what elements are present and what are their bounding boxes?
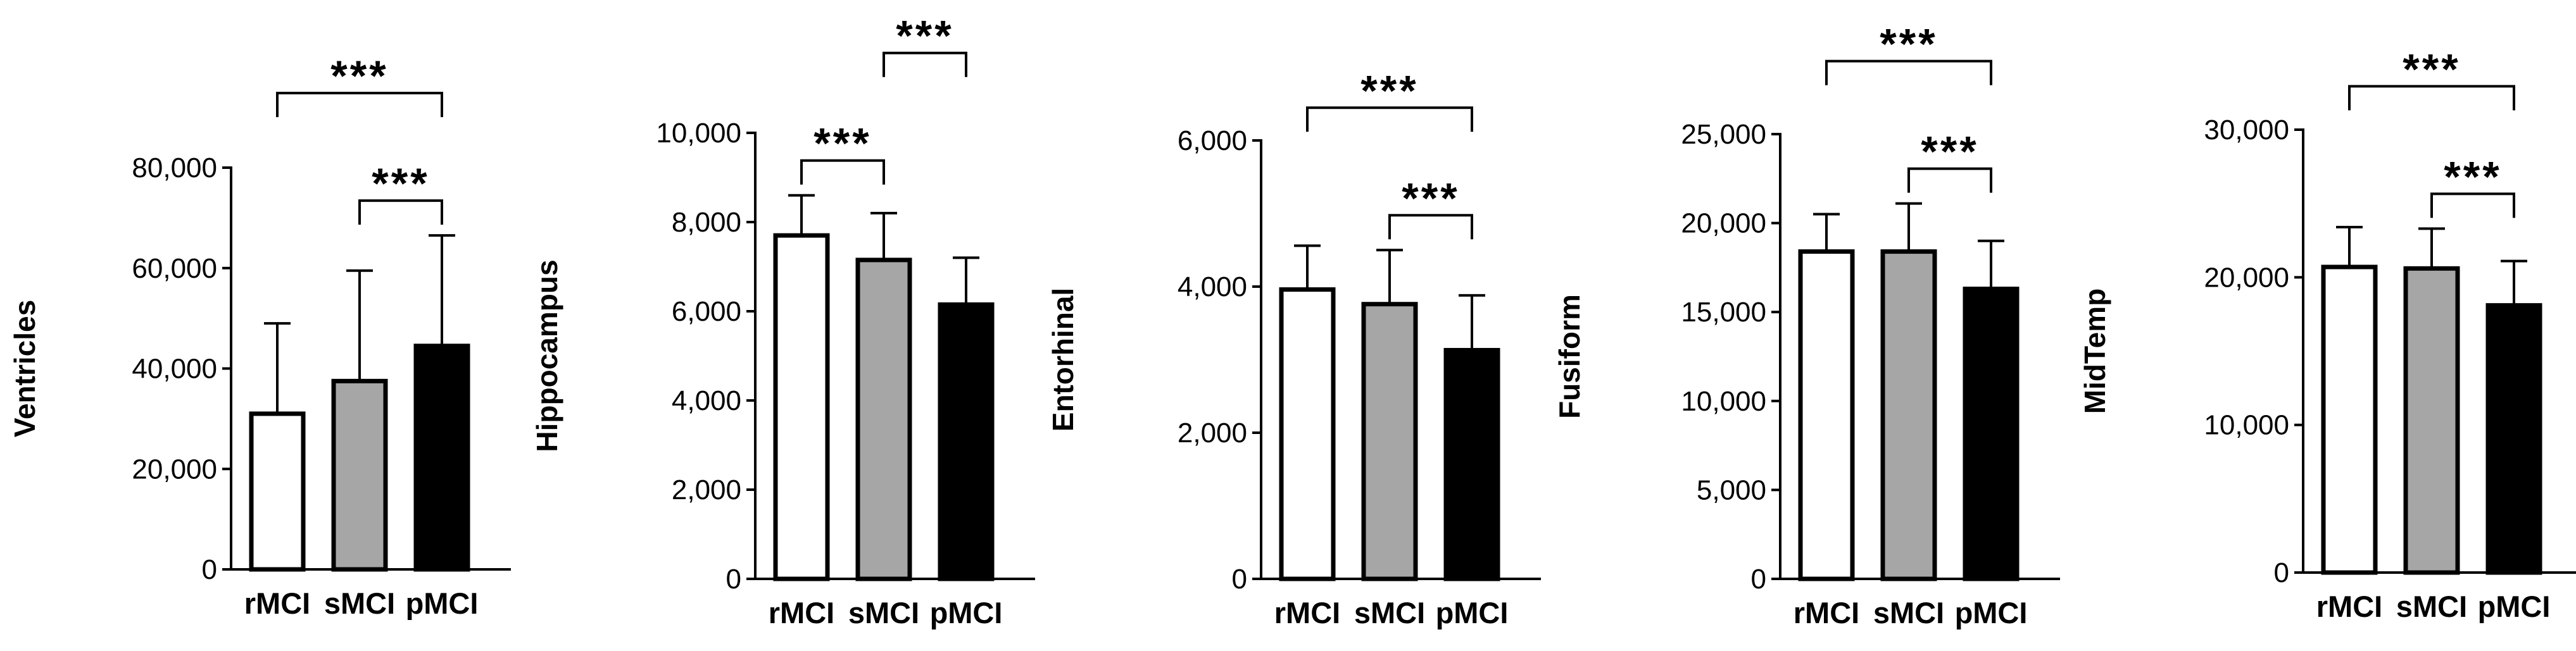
x-tick-label: pMCI: [406, 586, 479, 620]
x-tick-label: pMCI: [1436, 596, 1509, 629]
y-tick-label: 0: [202, 554, 217, 585]
x-tick-label: rMCI: [1274, 596, 1340, 629]
y-tick-label: 10,000: [656, 118, 741, 149]
y-tick-label: 10,000: [2204, 410, 2289, 441]
y-tick-label: 60,000: [132, 253, 217, 284]
bar-sMCI: [2403, 266, 2460, 575]
bar-rMCI: [1279, 287, 1336, 581]
y-tick-label: 6,000: [1178, 125, 1247, 156]
significance-bracket: [1306, 106, 1473, 132]
significance-label: ***: [1360, 66, 1418, 115]
x-tick-label: rMCI: [244, 586, 310, 620]
bar-pMCI: [2485, 303, 2542, 575]
chart-panel-2: Hippocampus 0 2,000 4,000 6,000 8,000 10,000 rM…: [531, 12, 1035, 629]
y-axis-label: Hippocampus: [531, 259, 563, 452]
y-axis-label: Fusiform: [1553, 294, 1586, 419]
y-tick-label: 15,000: [1681, 297, 1766, 328]
bar-rMCI: [1798, 249, 1855, 581]
y-tick-label: 4,000: [672, 385, 741, 416]
y-tick-label: 0: [2274, 557, 2289, 588]
x-tick-label: pMCI: [1955, 596, 2028, 629]
y-axis-label: Entorhinal: [1046, 288, 1079, 431]
x-tick-label: sMCI: [2396, 590, 2467, 623]
y-tick-label: 20,000: [132, 454, 217, 485]
bar-rMCI: [773, 233, 830, 581]
significance-label: ***: [2444, 152, 2501, 201]
y-tick-label: 25,000: [1681, 119, 1766, 150]
significance-bracket: [1388, 214, 1473, 240]
significance-bracket: [800, 159, 885, 185]
significance-label: ***: [1402, 174, 1459, 222]
y-tick-label: 0: [1751, 564, 1766, 595]
y-axis-label: Ventricles: [8, 300, 41, 437]
x-tick-label: pMCI: [2478, 590, 2551, 623]
x-tick-label: rMCI: [2316, 590, 2382, 623]
significance-bracket: [1825, 59, 1992, 85]
x-tick-label: sMCI: [1873, 596, 1944, 629]
y-tick-label: 20,000: [2204, 262, 2289, 293]
bar-rMCI: [249, 411, 306, 572]
chart-panel-5: MidTemp 0 10,000 20,000 30,000 rMCI sMCI pMCI **…: [2078, 45, 2576, 623]
x-tick-label: rMCI: [1794, 596, 1859, 629]
chart-panel-4: Fusiform 0 5,000 10,000 15,000 20,000 25,000 rM…: [1553, 20, 2060, 629]
bar-pMCI: [1443, 347, 1500, 581]
significance-bracket: [2430, 192, 2515, 218]
y-tick-label: 4,000: [1178, 271, 1247, 302]
y-tick-label: 6,000: [672, 296, 741, 327]
significance-label: ***: [1880, 20, 1937, 68]
y-tick-label: 0: [726, 564, 741, 595]
x-tick-label: rMCI: [769, 596, 834, 629]
bar-pMCI: [1963, 287, 2020, 581]
bar-sMCI: [1361, 302, 1418, 581]
y-tick-label: 2,000: [672, 474, 741, 505]
significance-bracket: [276, 92, 443, 118]
bar-sMCI: [1880, 249, 1937, 581]
bar-rMCI: [2321, 264, 2378, 575]
x-tick-label: pMCI: [930, 596, 1003, 629]
significance-label: ***: [330, 52, 388, 100]
x-tick-label: sMCI: [324, 586, 395, 620]
significance-bracket: [1907, 167, 1992, 193]
significance-bracket: [883, 51, 967, 77]
chart-panel-3: Entorhinal 0 2,000 4,000 6,000 rMCI sMCI pMCI **…: [1046, 66, 1541, 629]
y-tick-label: 80,000: [132, 152, 217, 183]
significance-label: ***: [372, 159, 429, 208]
significance-bracket: [358, 199, 443, 225]
y-tick-label: 30,000: [2204, 115, 2289, 146]
significance-label: ***: [2403, 45, 2460, 93]
y-tick-label: 0: [1232, 564, 1247, 595]
y-tick-label: 2,000: [1178, 418, 1247, 449]
bar-sMCI: [331, 378, 388, 572]
bar-sMCI: [855, 257, 912, 581]
y-tick-label: 8,000: [672, 207, 741, 238]
x-tick-label: sMCI: [848, 596, 919, 629]
y-tick-label: 10,000: [1681, 386, 1766, 417]
y-tick-label: 40,000: [132, 354, 217, 385]
bar-pMCI: [938, 302, 995, 581]
significance-label: ***: [1921, 128, 1978, 176]
significance-label: ***: [896, 12, 953, 60]
chart-panel-1: Ventricles 0 20,000 40,000 60,000 80,000 rMCI s…: [8, 52, 511, 620]
y-tick-label: 5,000: [1697, 474, 1766, 505]
significance-label: ***: [814, 120, 871, 168]
bar-pMCI: [413, 344, 470, 572]
significance-bracket: [2348, 85, 2515, 111]
y-axis-label: MidTemp: [2078, 288, 2111, 414]
x-tick-label: sMCI: [1354, 596, 1425, 629]
y-tick-label: 20,000: [1681, 208, 1766, 239]
